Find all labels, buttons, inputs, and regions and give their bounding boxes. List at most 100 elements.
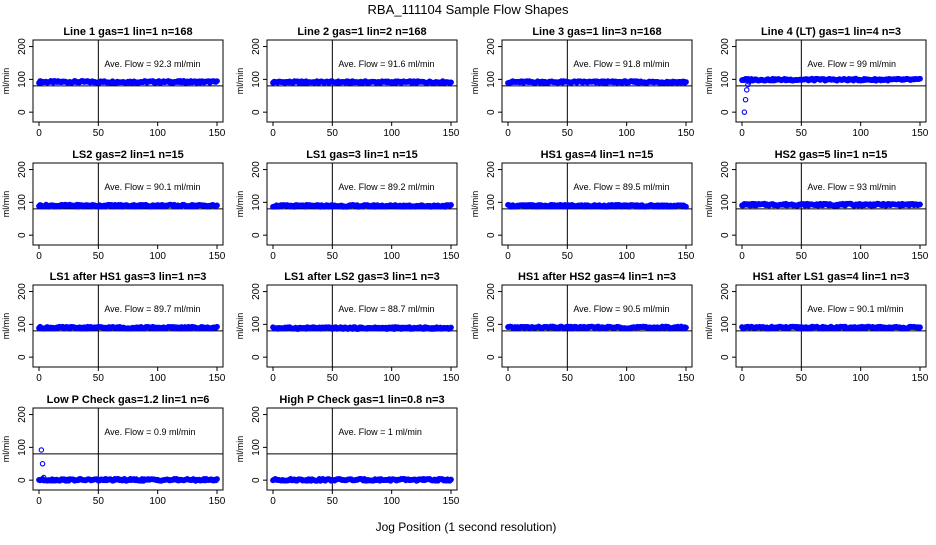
y-tick-label: 200: [486, 161, 497, 178]
y-axis-label: ml/min: [470, 191, 480, 218]
y-tick-label: 200: [251, 283, 262, 300]
x-tick-label: 100: [852, 251, 869, 262]
panel-title: High P Check gas=1 lin=0.8 n=3: [279, 394, 444, 406]
x-tick-label: 50: [327, 373, 339, 384]
data-point: [917, 75, 923, 82]
chart-panel: HS2 gas=5 lin=1 n=15 0 100 200 ml/min 0 50 100 1…: [704, 149, 929, 262]
average-flow-annotation: Ave. Flow = 89.2 ml/min: [338, 182, 434, 192]
y-tick-label: 100: [720, 194, 731, 211]
y-tick-label: 100: [17, 71, 28, 88]
chart-panel: Line 3 gas=1 lin=3 n=168 0 100 200 ml/min 0 50…: [470, 26, 695, 139]
x-tick-label: 50: [327, 496, 339, 507]
data-point: [38, 447, 45, 453]
chart-panel: Line 4 (LT) gas=1 lin=4 n=3 0 100 200 ml/min…: [704, 26, 929, 139]
data-point: [743, 87, 750, 93]
y-tick-label: 200: [720, 283, 731, 300]
average-flow-annotation: Ave. Flow = 99 ml/min: [807, 59, 896, 69]
x-tick-label: 0: [739, 128, 745, 139]
y-tick-label: 200: [720, 38, 731, 55]
y-tick-label: 100: [17, 439, 28, 456]
y-tick-label: 200: [720, 161, 731, 178]
x-tick-label: 150: [678, 251, 695, 262]
plot-frame: [32, 39, 224, 123]
plot-frame: [735, 39, 927, 123]
data-point: [214, 202, 220, 209]
x-tick-label: 50: [562, 128, 574, 139]
average-flow-annotation: Ave. Flow = 0.9 ml/min: [104, 427, 195, 437]
panel-title: Line 2 gas=1 lin=2 n=168: [297, 26, 426, 38]
y-axis-label: ml/min: [470, 313, 480, 340]
average-flow-annotation: Ave. Flow = 89.5 ml/min: [573, 182, 669, 192]
x-tick-label: 50: [796, 373, 808, 384]
chart-panel: Line 2 gas=1 lin=2 n=168 0 100 200 ml/min 0 50…: [235, 26, 460, 139]
chart-panel: LS1 gas=3 lin=1 n=15 0 100 200 ml/min 0 50 100 1…: [235, 149, 460, 262]
x-tick-label: 50: [796, 128, 808, 139]
x-tick-label: 0: [505, 128, 511, 139]
average-flow-annotation: Ave. Flow = 90.5 ml/min: [573, 304, 669, 314]
y-tick-label: 200: [17, 406, 28, 423]
plot-frame: [501, 162, 693, 246]
panel-title: HS1 gas=4 lin=1 n=15: [541, 149, 654, 161]
y-tick-label: 0: [17, 477, 28, 483]
y-tick-label: 0: [17, 232, 28, 238]
x-tick-label: 100: [852, 373, 869, 384]
x-tick-label: 150: [209, 496, 226, 507]
y-tick-label: 0: [720, 109, 731, 115]
average-flow-annotation: Ave. Flow = 88.7 ml/min: [338, 304, 434, 314]
y-tick-label: 200: [486, 38, 497, 55]
data-point: [214, 78, 220, 84]
x-tick-label: 50: [562, 373, 574, 384]
chart-panel: HS1 gas=4 lin=1 n=15 0 100 200 ml/min 0 50 100 1…: [470, 149, 695, 262]
average-flow-annotation: Ave. Flow = 92.3 ml/min: [104, 59, 200, 69]
panel-title: HS1 after LS1 gas=4 lin=1 n=3: [753, 271, 910, 283]
panels: Line 1 gas=1 lin=1 n=168 0 100 200 ml/min 0 50…: [1, 26, 929, 507]
data-point: [741, 109, 748, 115]
x-tick-label: 0: [36, 251, 42, 262]
x-tick-label: 150: [209, 373, 226, 384]
y-axis-label: ml/min: [704, 313, 714, 340]
chart-panel: HS1 after HS2 gas=4 lin=1 n=3 0 100 200 ml/m…: [470, 271, 695, 384]
panel-title: LS1 after LS2 gas=3 lin=1 n=3: [284, 271, 440, 283]
panel-title: Line 1 gas=1 lin=1 n=168: [63, 26, 192, 38]
x-tick-label: 100: [149, 128, 166, 139]
data-point: [214, 476, 220, 482]
y-tick-label: 200: [251, 406, 262, 423]
average-flow-annotation: Ave. Flow = 93 ml/min: [807, 182, 896, 192]
plot-frame: [32, 284, 224, 368]
plot-frame: [735, 162, 927, 246]
x-tick-label: 0: [270, 496, 276, 507]
plot-frame: [501, 284, 693, 368]
data-point: [917, 324, 923, 331]
y-tick-label: 0: [251, 232, 262, 238]
data-point: [742, 96, 749, 103]
x-tick-label: 100: [383, 373, 400, 384]
x-tick-label: 0: [36, 496, 42, 507]
x-tick-label: 50: [93, 496, 105, 507]
data-point: [683, 79, 689, 85]
chart-panel: LS2 gas=2 lin=1 n=15 0 100 200 ml/min 0 50 100 1…: [1, 149, 226, 262]
plot-frame: [266, 407, 458, 491]
y-tick-label: 0: [17, 109, 28, 115]
panel-title: LS1 after HS1 gas=3 lin=1 n=3: [50, 271, 207, 283]
panel-title: Line 4 (LT) gas=1 lin=4 n=3: [761, 26, 901, 38]
x-tick-label: 100: [383, 128, 400, 139]
figure-title: RBA_111104 Sample Flow Shapes: [368, 2, 569, 17]
data-point: [683, 324, 689, 331]
y-axis-label: ml/min: [1, 68, 11, 95]
panel-title: HS2 gas=5 lin=1 n=15: [775, 149, 888, 161]
x-tick-label: 100: [618, 128, 635, 139]
chart-panel: Line 1 gas=1 lin=1 n=168 0 100 200 ml/min 0 50…: [1, 26, 226, 139]
average-flow-annotation: Ave. Flow = 91.6 ml/min: [338, 59, 434, 69]
y-tick-label: 100: [251, 439, 262, 456]
average-flow-annotation: Ave. Flow = 91.8 ml/min: [573, 59, 669, 69]
x-tick-label: 100: [149, 251, 166, 262]
plot-frame: [501, 39, 693, 123]
x-tick-label: 100: [618, 251, 635, 262]
data-point: [214, 323, 220, 330]
x-tick-label: 100: [149, 373, 166, 384]
data-point: [448, 476, 454, 483]
plot-frame: [735, 284, 927, 368]
y-axis-label: ml/min: [235, 313, 245, 340]
panel-title: Low P Check gas=1.2 lin=1 n=6: [47, 394, 210, 406]
